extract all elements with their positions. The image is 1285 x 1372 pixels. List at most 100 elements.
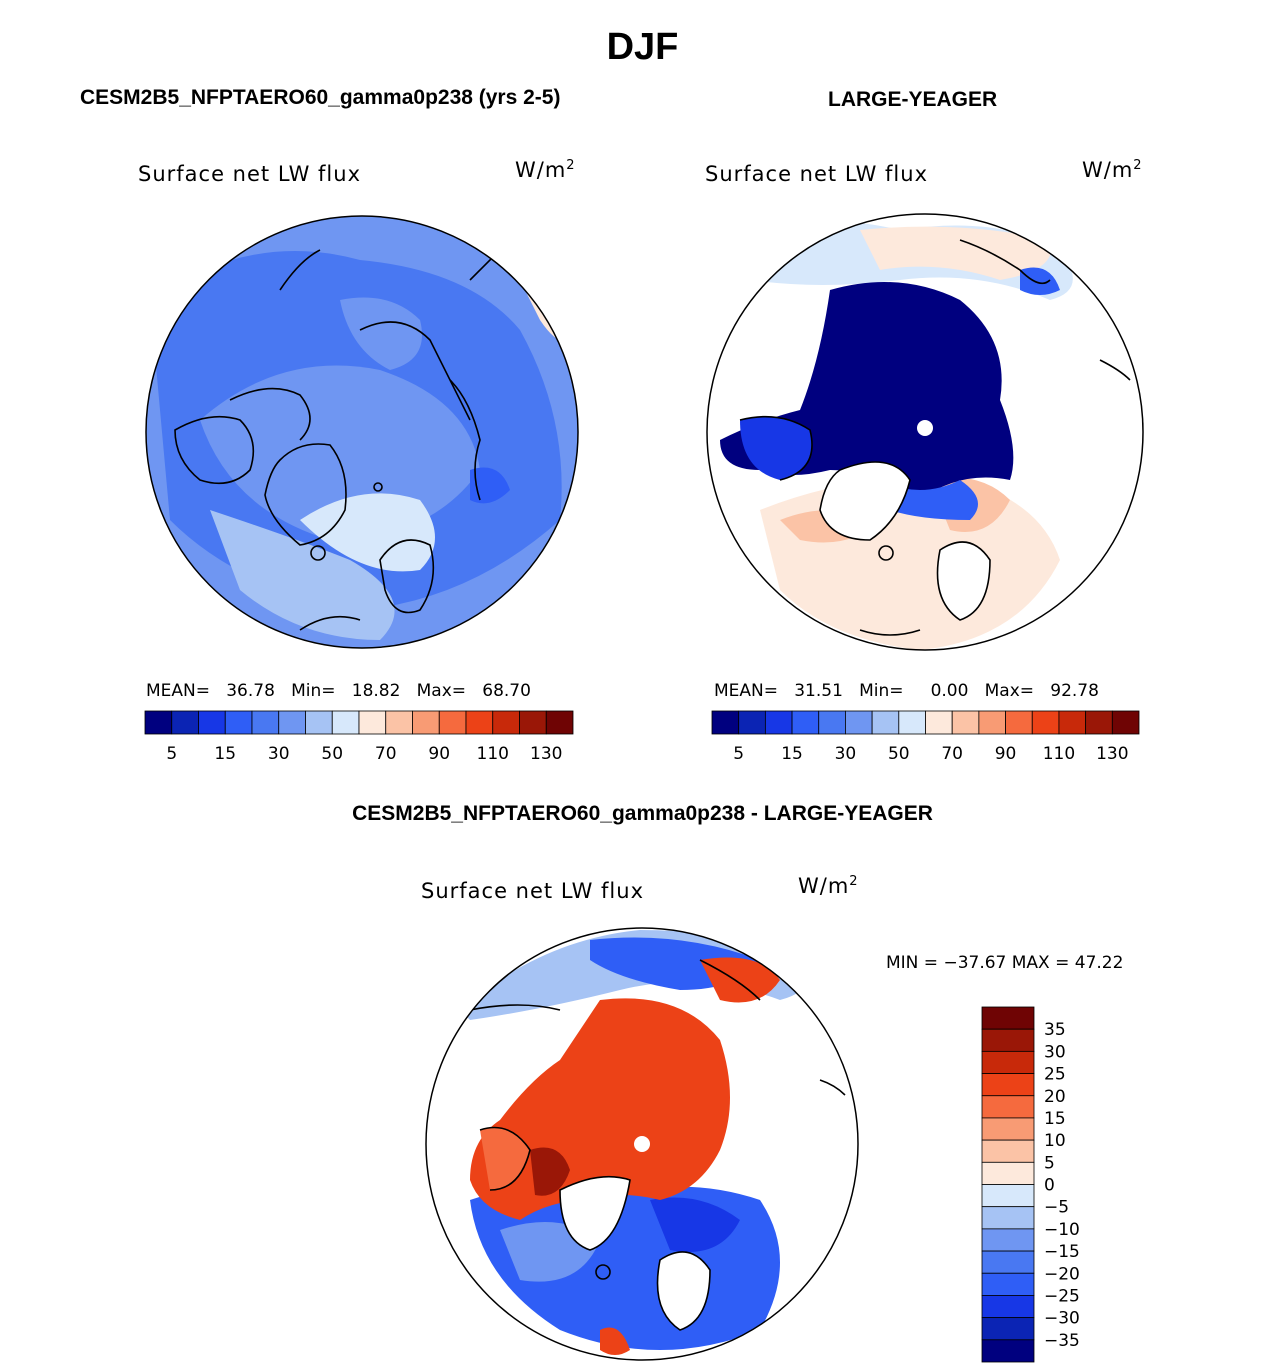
- colorbar-model-swatch: [385, 710, 413, 735]
- colorbar-model-swatch: [519, 710, 547, 735]
- colorbar-diff-swatch: [981, 1161, 1035, 1185]
- variable-label-diff: Surface net LW flux: [421, 879, 644, 903]
- colorbar-model-swatch: [198, 710, 226, 735]
- colorbar-diff-swatch: [981, 1228, 1035, 1252]
- colorbar-obs-swatch: [898, 710, 926, 735]
- colorbar-diff-tick-label: 0: [1044, 1176, 1055, 1196]
- colorbar-diff-tick-label: −30: [1044, 1309, 1080, 1329]
- colorbar-diff-tick-label: −10: [1044, 1220, 1080, 1240]
- colorbar-diff-swatch: [981, 1117, 1035, 1141]
- map-obs: [707, 214, 1143, 650]
- colorbar-obs-tick-label: 15: [781, 744, 803, 764]
- colorbar-diff-swatch: [981, 1050, 1035, 1074]
- colorbar-model-tick-label: 5: [166, 744, 177, 764]
- colorbar-obs-swatch: [871, 710, 900, 735]
- stats-model: MEAN= 36.78 Min= 18.82 Max= 68.70: [146, 681, 531, 701]
- colorbar-obs-swatch: [951, 710, 980, 735]
- colorbar-obs-swatch: [1005, 710, 1033, 735]
- colorbar-obs: 5 15 30 50 70 90 110 130: [711, 710, 1140, 764]
- colorbar-model-swatch: [305, 710, 333, 735]
- pole-marker-diff: [634, 1136, 650, 1152]
- colorbar-diff-swatch: [981, 1073, 1035, 1097]
- colorbar-model-swatch: [412, 710, 440, 735]
- colorbar-diff-tick-label: −25: [1044, 1286, 1080, 1306]
- colorbar-obs-swatch: [738, 710, 766, 735]
- colorbar-model-swatch: [144, 710, 173, 735]
- colorbar-diff-swatch: [981, 1006, 1035, 1030]
- colorbar-obs-swatch: [1058, 710, 1087, 735]
- panel-title-diff: CESM2B5_NFPTAERO60_gamma0p238 - LARGE-YE…: [352, 802, 933, 825]
- panel-title-obs: LARGE-YEAGER: [828, 88, 998, 111]
- variable-label-obs: Surface net LW flux: [705, 162, 928, 186]
- colorbar-obs-tick-label: 130: [1096, 744, 1128, 764]
- colorbar-model-tick-label: 90: [428, 744, 450, 764]
- colorbar-model-swatch: [331, 710, 360, 735]
- colorbar-obs-swatch: [1111, 710, 1140, 735]
- colorbar-model-swatch: [492, 710, 520, 735]
- colorbar-obs-swatch: [845, 710, 873, 735]
- colorbar-diff-tick-label: 25: [1044, 1065, 1066, 1085]
- colorbar-model-tick-label: 15: [214, 744, 236, 764]
- colorbar-model-swatch: [465, 710, 494, 735]
- colorbar-obs-tick-label: 30: [835, 744, 857, 764]
- map-model: [146, 216, 578, 648]
- colorbar-obs-swatch: [818, 710, 846, 735]
- colorbar-diff-tick-label: 5: [1044, 1153, 1055, 1173]
- colorbar-obs-swatch: [764, 710, 793, 735]
- colorbar-diff-swatch: [981, 1139, 1035, 1163]
- colorbar-model-tick-label: 110: [477, 744, 509, 764]
- units-label-obs: W/m2: [1082, 158, 1143, 182]
- colorbar-model-swatch: [171, 710, 199, 735]
- figure-title: DJF: [606, 26, 679, 68]
- colorbar-diff-swatch: [981, 1295, 1035, 1319]
- colorbar-model-swatch: [545, 710, 574, 735]
- colorbar-diff-swatch: [981, 1250, 1035, 1274]
- colorbar-diff-swatch: [981, 1184, 1035, 1208]
- colorbar-diff-tick-label: 10: [1044, 1131, 1066, 1151]
- map-diff-border: [425, 927, 859, 1361]
- colorbar-obs-tick-label: 110: [1043, 744, 1075, 764]
- colorbar-diff-tick-label: 30: [1044, 1042, 1066, 1062]
- units-label-model: W/m2: [515, 158, 576, 182]
- colorbar-obs-tick-label: 50: [888, 744, 910, 764]
- colorbar-model-swatch: [278, 710, 306, 735]
- map-diff: [426, 928, 858, 1360]
- colorbar-diff-swatch: [981, 1272, 1035, 1296]
- colorbar-diff-swatch: [981, 1206, 1035, 1230]
- colorbar-diff-swatch: [981, 1317, 1035, 1341]
- colorbar-model-swatch: [251, 710, 280, 735]
- colorbar-obs-swatch: [1085, 710, 1113, 735]
- colorbar-obs-tick-label: 5: [733, 744, 744, 764]
- units-label-diff: W/m2: [798, 874, 859, 898]
- colorbar-obs-swatch: [978, 710, 1006, 735]
- variable-label-model: Surface net LW flux: [138, 162, 361, 186]
- colorbar-model-swatch: [358, 710, 387, 735]
- pole-marker-obs: [917, 420, 933, 436]
- map-model-border: [145, 215, 579, 649]
- colorbar-diff-tick-label: 35: [1044, 1020, 1066, 1040]
- colorbar-obs-swatch: [711, 710, 740, 735]
- colorbar-diff-tick-label: −20: [1044, 1264, 1080, 1284]
- colorbar-obs-swatch: [791, 710, 820, 735]
- map-obs-border: [706, 213, 1144, 651]
- colorbar-diff-tick-label: 20: [1044, 1087, 1066, 1107]
- colorbar-diff-tick-label: −15: [1044, 1242, 1080, 1262]
- colorbar-model-tick-label: 50: [321, 744, 343, 764]
- colorbar-diff-tick-label: 15: [1044, 1109, 1066, 1129]
- diff-range-text: MIN = −37.67 MAX = 47.22: [886, 953, 1124, 973]
- colorbar-obs-tick-label: 90: [995, 744, 1017, 764]
- colorbar-model-swatch: [438, 710, 467, 735]
- colorbar-model-tick-label: 30: [268, 744, 290, 764]
- colorbar-diff-swatch: [981, 1095, 1035, 1119]
- colorbar-model-tick-label: 70: [375, 744, 397, 764]
- colorbar-model: 5 15 30 50 70 90 110 130: [144, 710, 574, 764]
- colorbar-obs-swatch: [925, 710, 953, 735]
- colorbar-model-swatch: [224, 710, 253, 735]
- colorbar-diff-tick-label: −35: [1044, 1331, 1080, 1351]
- panel-title-model: CESM2B5_NFPTAERO60_gamma0p238 (yrs 2-5): [80, 86, 561, 109]
- colorbar-diff-swatch: [981, 1339, 1035, 1363]
- stats-obs: MEAN= 31.51 Min= 0.00 Max= 92.78: [714, 681, 1099, 701]
- colorbar-model-tick-label: 130: [530, 744, 562, 764]
